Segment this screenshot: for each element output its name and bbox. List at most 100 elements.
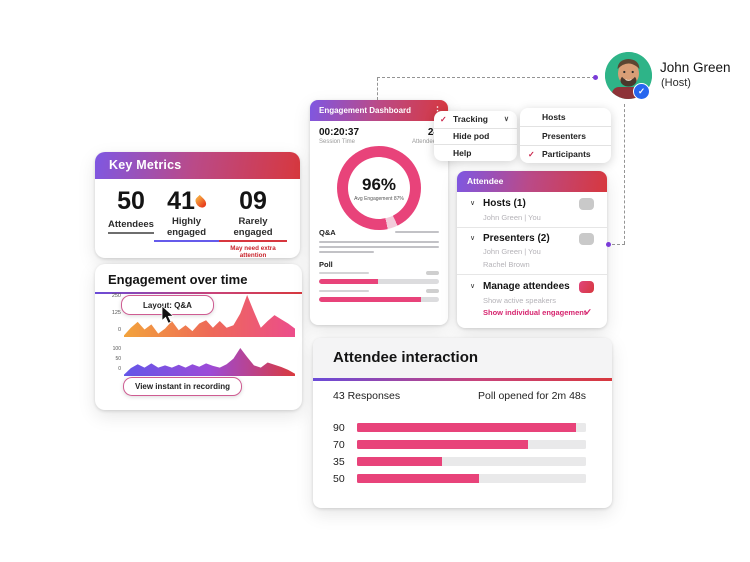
attendee-interaction-card: Attendee interaction 43 Responses Poll o… — [313, 338, 612, 508]
gradient-divider — [95, 292, 302, 294]
menu-item-help[interactable]: Help — [434, 144, 517, 161]
menu-item-tracking[interactable]: ✓ Tracking ∨ — [434, 111, 517, 128]
bar-fill — [357, 423, 577, 432]
donut-value: 96% — [361, 174, 397, 194]
presenters-member: John Green | You — [483, 247, 541, 256]
attendee-pod-title: Attendee — [467, 176, 504, 186]
qa-skeleton-line — [319, 251, 374, 253]
attendee-pod: Attendee ∨ Hosts (1) John Green | You ∨ … — [457, 171, 607, 328]
qa-section-label: Q&A — [319, 228, 336, 237]
qa-skeleton-line — [395, 231, 439, 233]
engagement-dashboard-title: Engagement Dashboard — [319, 106, 412, 115]
donut-center: 96% Avg Engagement 87% — [348, 157, 410, 219]
poll-section-label: Poll — [319, 260, 333, 269]
bar-fill — [357, 474, 479, 483]
donut-caption: Avg Engagement 87% — [354, 195, 404, 202]
attendee-section-presenters[interactable]: ∨ Presenters (2) — [457, 233, 607, 247]
menu-item-tracking-label: Tracking — [453, 114, 488, 125]
bar-track — [357, 474, 586, 483]
stat-rarely-engaged-note: May need extra attention — [230, 245, 276, 259]
check-icon: ✓ — [440, 114, 447, 124]
y-tick-label: 50 — [115, 356, 121, 362]
engagement-dashboard-header: Engagement Dashboard ⋮ — [310, 100, 448, 121]
stat-attendees-label: Attendees — [108, 219, 154, 234]
divider — [457, 227, 607, 228]
bar-value-label: 50 — [333, 472, 345, 485]
key-metrics-stats: 50 Attendees 41 Highly engaged 09 Rarely… — [95, 179, 300, 259]
stat-rarely-engaged-label: Rarely engaged — [219, 216, 287, 242]
mouse-cursor-icon — [161, 306, 175, 324]
section-manage-label: Manage attendees — [483, 281, 570, 292]
chevron-down-icon: ∨ — [470, 283, 476, 290]
bar-track — [357, 457, 586, 466]
qa-skeleton-line — [319, 241, 439, 243]
y-axis-bottom: 100 50 0 — [104, 346, 121, 372]
kebab-menu-icon[interactable]: ⋮ — [433, 105, 442, 115]
attendee-section-hosts[interactable]: ∨ Hosts (1) — [457, 198, 607, 212]
poll-info-row: 43 Responses Poll opened for 2m 48s — [333, 390, 586, 402]
y-axis-top: 250 125 0 — [104, 293, 121, 333]
host-verified-badge: ✓ — [633, 83, 650, 100]
menu-item-hosts-label: Hosts — [542, 112, 566, 123]
attendee-interaction-header: Attendee interaction — [313, 338, 612, 378]
view-instant-button[interactable]: View instant in recording — [123, 377, 242, 396]
poll-results-bar-chart: 90 70 35 50 — [333, 422, 586, 491]
poll-result-row: 50 — [333, 472, 586, 485]
stat-rarely-engaged-value: 09 — [239, 187, 267, 215]
layout-tooltip: Layout: Q&A — [121, 295, 214, 315]
layout-tooltip-label: Layout: Q&A — [143, 300, 192, 310]
pod-options-menu: ✓ Tracking ∨ Hide pod Help — [434, 111, 517, 161]
connector-line-top — [377, 77, 595, 78]
engagement-area-chart-top — [124, 295, 295, 337]
check-icon: ✓ — [528, 149, 535, 159]
key-metrics-title: Key Metrics — [109, 158, 182, 172]
attendee-interaction-title: Attendee interaction — [333, 349, 479, 366]
responses-count: 43 Responses — [333, 390, 401, 402]
host-avatar[interactable]: ✓ — [605, 52, 652, 100]
hosts-toggle[interactable] — [579, 198, 594, 210]
bar-track — [357, 423, 586, 432]
stat-attendees-value: 50 — [117, 187, 145, 215]
key-metrics-card: Key Metrics 50 Attendees 41 Highly engag… — [95, 152, 300, 259]
attendee-count-stat: 24 Attendees — [412, 127, 439, 145]
stat-highly-engaged: 41 Highly engaged — [153, 188, 220, 259]
poll-skeleton-line — [319, 272, 369, 274]
attendee-count-value: 24 — [412, 127, 439, 138]
key-metrics-header: Key Metrics — [95, 152, 300, 179]
presenters-toggle[interactable] — [579, 233, 594, 245]
section-hosts-label: Hosts (1) — [483, 198, 526, 209]
bar-value-label: 35 — [333, 455, 345, 468]
flame-icon — [193, 194, 209, 210]
session-time-stat: 00:20:37 Session Time — [319, 127, 359, 145]
manage-attendees-toggle[interactable] — [579, 281, 594, 293]
chevron-down-icon: ∨ — [470, 235, 476, 242]
stat-highly-engaged-value: 41 — [154, 188, 219, 214]
manage-option-individual-engagement[interactable]: Show individual engagement — [483, 308, 587, 317]
host-role: (Host) — [661, 77, 691, 89]
menu-item-hide-pod[interactable]: Hide pod — [434, 127, 517, 145]
menu-item-presenters-label: Presenters — [542, 130, 586, 141]
menu-item-presenters[interactable]: Presenters — [520, 126, 611, 144]
divider — [457, 274, 607, 275]
y-tick-label: 100 — [112, 346, 121, 352]
menu-item-participants[interactable]: ✓ Participants — [520, 144, 611, 163]
manage-option-active-speakers[interactable]: Show active speakers — [483, 296, 556, 305]
poll-progress-fill — [319, 279, 378, 284]
y-tick-label: 250 — [111, 293, 121, 299]
bar-fill — [357, 440, 528, 449]
session-time-label: Session Time — [319, 139, 356, 145]
bar-value-label: 70 — [333, 438, 345, 451]
poll-progress-track — [319, 279, 439, 284]
attendee-count-label: Attendees — [411, 139, 439, 145]
dashboard-stats: 00:20:37 Session Time 24 Attendees — [310, 121, 448, 145]
attendee-section-manage[interactable]: ∨ Manage attendees — [457, 281, 607, 295]
poll-result-row: 90 — [333, 422, 586, 434]
menu-item-hide-pod-label: Hide pod — [453, 131, 490, 142]
gradient-divider — [313, 378, 612, 381]
connector-dot-right — [606, 241, 611, 247]
poll-skeleton-pill — [426, 271, 439, 275]
roles-menu: Hosts Presenters ✓ Participants — [520, 108, 611, 163]
menu-item-hosts[interactable]: Hosts — [520, 108, 611, 126]
engagement-over-time-card: Engagement over time 250 125 0 100 50 0 Layo… — [95, 264, 302, 410]
presenters-member: Rachel Brown — [483, 260, 530, 269]
